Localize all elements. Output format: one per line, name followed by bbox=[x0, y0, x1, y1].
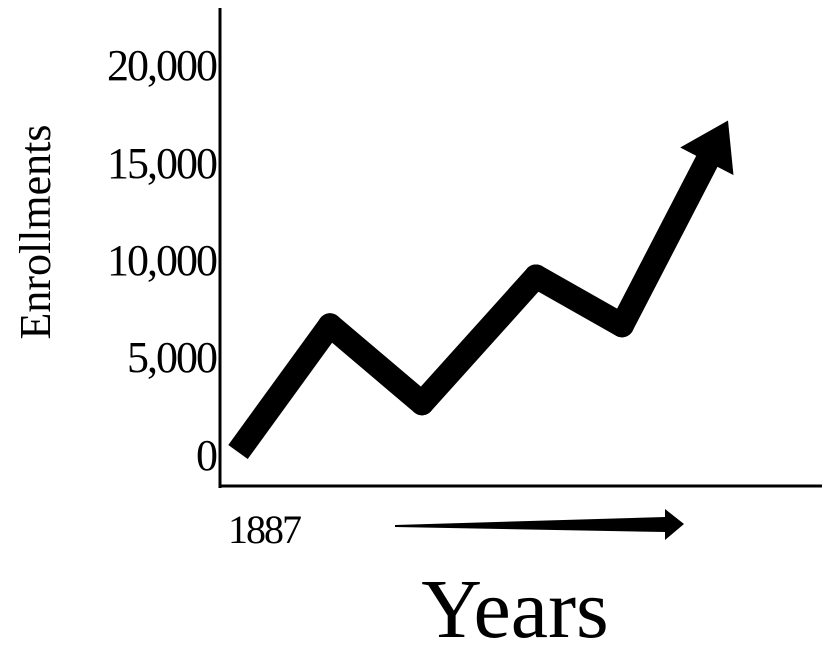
time-arrow-icon bbox=[395, 509, 684, 540]
y-tick-label-20000: 20,000 bbox=[107, 41, 217, 90]
y-tick-label-5000: 5,000 bbox=[127, 333, 217, 382]
y-tick-label-0: 0 bbox=[196, 431, 217, 480]
series-arrowhead-icon bbox=[680, 120, 734, 176]
series-segment-0 bbox=[228, 318, 340, 460]
series-point-4 bbox=[610, 313, 634, 338]
series-segment-3 bbox=[524, 264, 634, 338]
x-tick-label-1887: 1887 bbox=[228, 507, 301, 552]
series-segment-4 bbox=[610, 135, 727, 338]
x-axis-title: Years bbox=[421, 563, 608, 645]
series-point-1 bbox=[318, 313, 342, 338]
series-point-2 bbox=[410, 391, 434, 416]
series-point-3 bbox=[524, 264, 548, 289]
series-group bbox=[228, 120, 734, 460]
y-tick-label-10000: 10,000 bbox=[107, 236, 217, 285]
y-axis-title: Enrollments bbox=[11, 124, 60, 339]
series-segment-1 bbox=[318, 313, 434, 416]
y-tick-label-15000: 15,000 bbox=[107, 139, 217, 188]
series-segment-2 bbox=[410, 264, 548, 416]
